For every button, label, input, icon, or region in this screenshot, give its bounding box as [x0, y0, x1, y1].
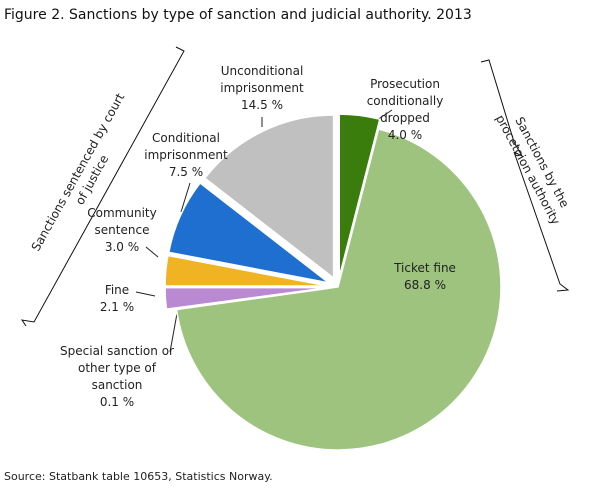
category-label: Unconditional imprisonment [220, 64, 304, 95]
category-label: Conditional imprisonment [144, 131, 228, 162]
brackets [20, 46, 570, 327]
chart-title: Figure 2. Sanctions by type of sanction … [4, 7, 472, 23]
category-label: Ticket fine [394, 261, 456, 275]
value-label: 14.5 % [241, 98, 283, 112]
slice-label: Conditional imprisonment 7.5 % [126, 130, 246, 181]
slice-label: Prosecution conditionally dropped 4.0 % [345, 76, 465, 144]
category-label: Special sanction or other type of sancti… [60, 344, 174, 392]
pie-slice [175, 128, 502, 451]
category-label: Fine [104, 283, 130, 297]
pie-slice [164, 254, 329, 287]
value-label: 2.1 % [99, 300, 135, 314]
category-label: Community sentence [87, 206, 157, 237]
value-label: 4.0 % [387, 128, 423, 142]
slice-label: Special sanction or other type of sancti… [57, 343, 177, 411]
value-label: 3.0 % [104, 240, 140, 254]
slice-label: Ticket fine 68.8 % [375, 260, 475, 294]
value-label: 0.1 % [99, 395, 135, 409]
authority-bracket-bottom [513, 151, 570, 292]
pie-slice [164, 286, 329, 310]
leader-line [180, 182, 191, 213]
slice-label: Fine 2.1 % [87, 282, 147, 316]
leader-line [145, 246, 159, 258]
source-note: Source: Statbank table 10653, Statistics… [4, 470, 273, 483]
pie-slice [167, 181, 330, 284]
court-bracket [20, 46, 185, 327]
slice-label: Unconditional imprisonment 14.5 % [197, 63, 327, 114]
pie-slice [203, 114, 335, 280]
value-label: 7.5 % [168, 165, 204, 179]
category-label: Prosecution conditionally dropped [366, 77, 444, 125]
leader-line [135, 291, 156, 297]
pie-slice [338, 113, 381, 278]
authority-bracket-top [480, 59, 524, 158]
leader-line [169, 307, 179, 353]
value-label: 68.8 % [404, 278, 446, 292]
slice-label: Community sentence 3.0 % [82, 205, 162, 256]
